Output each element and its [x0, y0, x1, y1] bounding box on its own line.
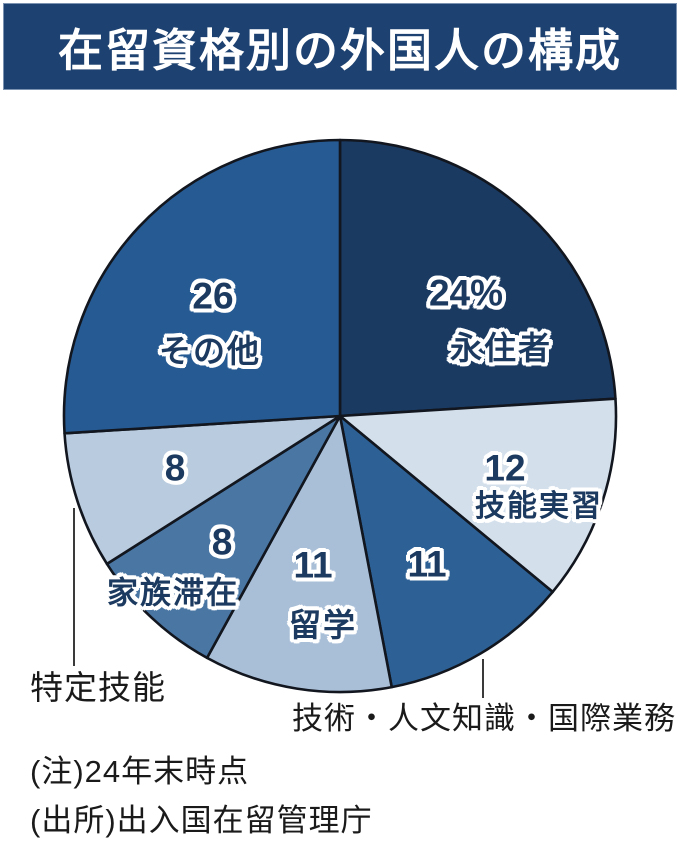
chart-title-bar: 在留資格別の外国人の構成: [3, 3, 677, 90]
pie-slice-others: [62, 138, 342, 435]
slice-name-technical-intern-training: 技能実習: [475, 490, 603, 523]
pie-slice-dependent: [105, 414, 342, 660]
slice-value-dependent: 8: [211, 521, 233, 563]
slice-name-others: その他: [158, 333, 262, 369]
slice-name-specified-skilled-worker: 特定技能: [30, 669, 166, 706]
slice-name-permanent-resident: 永住者: [449, 330, 553, 366]
page-title: 在留資格別の外国人の構成: [57, 25, 622, 76]
slice-value-student: 11: [293, 544, 333, 586]
pie-slice-engineer-humanities-international: [338, 414, 554, 689]
footnote-note: (注)24年末時点: [30, 754, 250, 789]
pie-slice-technical-intern-training: [338, 397, 618, 594]
slice-name-dependent: 家族滞在: [107, 575, 239, 611]
slice-value-technical-intern-training: 12: [484, 447, 526, 489]
slice-value-others: 26: [192, 275, 234, 317]
pie-slice-permanent-resident: [338, 138, 617, 418]
slice-value-engineer-humanities-international: 11: [407, 543, 447, 585]
slice-name-engineer-humanities-international: 技術・人文知識・国際業務: [292, 701, 676, 736]
footnote-source: (出所)出入国在留管理庁: [30, 803, 373, 838]
pie-slice-student: [205, 414, 394, 694]
slice-value-permanent-resident: 24%: [428, 272, 504, 314]
slice-value-specified-skilled-worker: 8: [164, 447, 186, 489]
pie-slice-specified-skilled-worker: [63, 414, 342, 566]
slice-name-student: 留学: [288, 607, 358, 643]
